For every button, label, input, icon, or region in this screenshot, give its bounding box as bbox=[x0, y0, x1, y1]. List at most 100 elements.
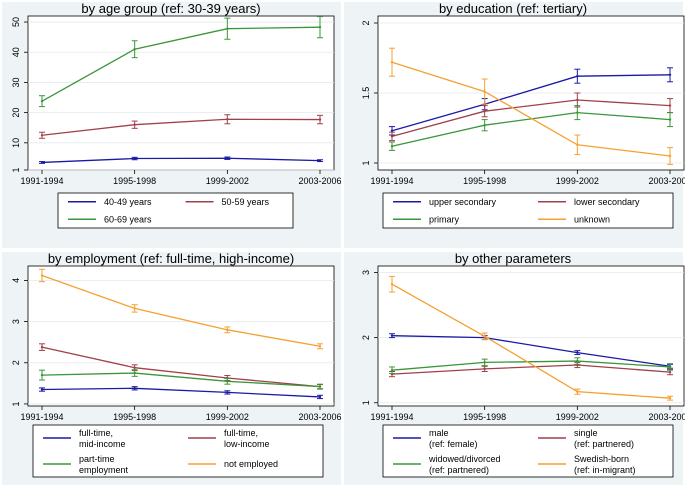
series-line bbox=[41, 387, 321, 398]
x-tick-label: 1995-1998 bbox=[463, 412, 506, 422]
data-point bbox=[390, 145, 394, 148]
legend-label: not employed bbox=[224, 459, 278, 469]
y-tick-label: 30 bbox=[11, 77, 21, 87]
data-point bbox=[390, 129, 394, 132]
x-tick-label: 1991-1994 bbox=[370, 412, 413, 422]
data-point bbox=[668, 370, 672, 374]
x-tick-label: 1991-1994 bbox=[20, 176, 63, 186]
y-tick-label: 1 bbox=[361, 160, 371, 165]
data-point bbox=[133, 48, 136, 51]
y-tick-label: 10 bbox=[11, 138, 21, 148]
legend-label: 60-69 years bbox=[104, 214, 152, 224]
series-line bbox=[41, 346, 321, 388]
data-point bbox=[483, 335, 486, 338]
data-point bbox=[40, 99, 44, 103]
legend: full-time,mid-incomefull-time,low-income… bbox=[32, 424, 324, 478]
series-full-time-mid-income bbox=[39, 386, 323, 400]
y-tick-label: 2 bbox=[11, 360, 21, 365]
series-60-69-years bbox=[39, 16, 323, 108]
series-line bbox=[391, 74, 671, 132]
y-tick-label: 1 bbox=[361, 400, 371, 405]
legend: male(ref: female)single(ref: partnered)w… bbox=[382, 424, 674, 478]
series-swedish-born bbox=[389, 275, 673, 401]
legend-box bbox=[382, 424, 674, 478]
legend-label: full-time, bbox=[79, 428, 113, 438]
series-lower-secondary bbox=[389, 92, 673, 142]
data-point bbox=[226, 328, 229, 332]
data-point bbox=[668, 118, 672, 121]
data-point bbox=[133, 307, 136, 310]
plot-area bbox=[27, 15, 335, 171]
data-point bbox=[576, 390, 579, 393]
data-point bbox=[576, 359, 579, 363]
legend-label-sub: (ref: partnered) bbox=[429, 465, 489, 475]
y-tick-label: 3 bbox=[11, 319, 21, 324]
legend-label: full-time, bbox=[224, 428, 258, 438]
data-point bbox=[576, 75, 579, 78]
legend-label: unknown bbox=[574, 214, 610, 224]
x-tick-label: 1991-1994 bbox=[20, 412, 63, 422]
data-point bbox=[390, 283, 394, 286]
data-point bbox=[226, 118, 229, 121]
y-tick-label: 4 bbox=[11, 278, 21, 283]
series-line bbox=[41, 274, 321, 347]
data-point bbox=[133, 371, 136, 375]
legend-label-sub: low-income bbox=[224, 439, 270, 449]
y-tick-label: 3 bbox=[361, 270, 371, 275]
data-point bbox=[318, 385, 322, 388]
series-part-time-employment bbox=[39, 369, 323, 390]
series-line bbox=[41, 118, 321, 136]
legend-box bbox=[32, 424, 324, 478]
y-tick-label: 20 bbox=[11, 108, 21, 118]
data-point bbox=[668, 73, 672, 77]
legend-label-sub: mid-income bbox=[79, 439, 126, 449]
data-point bbox=[576, 143, 579, 146]
legend-label-sub: (ref: female) bbox=[429, 439, 478, 449]
data-point bbox=[133, 387, 136, 390]
legend-label-sub: (ref: partnered) bbox=[574, 439, 634, 449]
x-tick-label: 1999-2002 bbox=[556, 412, 599, 422]
data-point bbox=[576, 351, 579, 354]
chart-panel-4: by other parameters 1 2 3 1991-1994 1995-1998… bbox=[361, 251, 685, 478]
legend-label: widowed/divorced bbox=[428, 454, 501, 464]
legend-label: 50-59 years bbox=[222, 197, 270, 207]
data-point bbox=[226, 391, 229, 394]
data-point bbox=[133, 123, 136, 126]
legend-label-sub: (ref: in-migrant) bbox=[574, 465, 636, 475]
data-point bbox=[226, 157, 229, 160]
y-tick-label: 50 bbox=[11, 17, 21, 27]
data-point bbox=[668, 365, 672, 369]
series-line bbox=[391, 283, 671, 399]
data-point bbox=[133, 157, 136, 160]
series-line bbox=[41, 26, 321, 102]
legend-label: male bbox=[429, 428, 449, 438]
x-tick-label: 1999-2002 bbox=[206, 412, 249, 422]
series-line bbox=[391, 99, 671, 138]
data-point bbox=[318, 159, 322, 162]
legend-label-sub: employment bbox=[79, 465, 129, 475]
data-point bbox=[390, 135, 394, 138]
legend-label: single bbox=[574, 428, 598, 438]
panel-title: by employment (ref: full-time, high-inco… bbox=[48, 251, 294, 266]
data-point bbox=[318, 395, 322, 399]
x-tick-label: 2003-2006 bbox=[648, 176, 685, 186]
data-point bbox=[390, 368, 394, 372]
x-tick-label: 1999-2002 bbox=[206, 176, 249, 186]
data-point bbox=[390, 334, 394, 337]
data-point bbox=[318, 345, 322, 348]
legend-box bbox=[57, 192, 294, 229]
legend-label: part-time bbox=[79, 454, 115, 464]
y-tick-label: 1.5 bbox=[361, 87, 371, 100]
x-tick-label: 2003-2006 bbox=[298, 412, 341, 422]
data-point bbox=[40, 161, 44, 164]
data-point bbox=[40, 388, 44, 391]
data-point bbox=[40, 345, 44, 349]
legend-label: Swedish-born bbox=[574, 454, 629, 464]
chart-panel-3: by employment (ref: full-time, high-inco… bbox=[11, 251, 342, 478]
series-line bbox=[391, 335, 671, 367]
legend-label: lower secondary bbox=[574, 197, 640, 207]
x-tick-label: 1995-1998 bbox=[113, 176, 156, 186]
legend-label: upper secondary bbox=[429, 197, 497, 207]
legend-box bbox=[382, 192, 674, 229]
